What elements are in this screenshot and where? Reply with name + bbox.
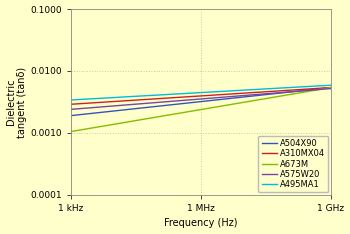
A673M (288, 93, 292, 96)
A310MX04 (304, 88, 309, 91)
A575W20 (288, 91, 292, 93)
A310MX04 (223, 93, 227, 96)
A673M (304, 90, 309, 93)
A495MA1 (304, 85, 309, 88)
A310MX04 (223, 93, 228, 96)
A310MX04 (329, 86, 333, 89)
X-axis label: Frequency (Hz): Frequency (Hz) (164, 219, 238, 228)
A575W20 (223, 96, 228, 99)
A310MX04 (69, 103, 73, 106)
A575W20 (69, 108, 73, 111)
A310MX04 (228, 93, 232, 95)
A575W20 (223, 96, 227, 99)
A504X90 (304, 89, 309, 91)
A495MA1 (228, 90, 232, 92)
A495MA1 (288, 86, 292, 89)
A673M (329, 86, 333, 89)
A575W20 (69, 108, 73, 111)
A504X90 (69, 114, 73, 117)
A504X90 (228, 97, 232, 100)
A673M (228, 103, 232, 106)
A310MX04 (69, 103, 73, 106)
A310MX04 (288, 89, 292, 91)
A495MA1 (69, 99, 73, 101)
Y-axis label: Dielectric
tangent (tanδ): Dielectric tangent (tanδ) (6, 66, 27, 138)
Line: A575W20: A575W20 (71, 89, 331, 109)
A575W20 (228, 95, 232, 98)
A673M (223, 104, 228, 107)
A495MA1 (223, 90, 227, 93)
A504X90 (288, 91, 292, 93)
Line: A504X90: A504X90 (71, 88, 331, 116)
Line: A495MA1: A495MA1 (71, 85, 331, 100)
A504X90 (223, 98, 228, 100)
A495MA1 (69, 99, 73, 101)
Line: A310MX04: A310MX04 (71, 88, 331, 104)
Legend: A504X90, A310MX04, A673M, A575W20, A495MA1: A504X90, A310MX04, A673M, A575W20, A495M… (258, 136, 328, 192)
A673M (69, 130, 73, 133)
A504X90 (223, 98, 227, 100)
A673M (69, 130, 73, 133)
A575W20 (329, 87, 333, 90)
A575W20 (304, 89, 309, 92)
Line: A673M: A673M (71, 88, 331, 132)
A495MA1 (329, 84, 333, 87)
A504X90 (69, 114, 73, 117)
A495MA1 (223, 90, 228, 93)
A673M (223, 104, 227, 107)
A504X90 (329, 86, 333, 89)
